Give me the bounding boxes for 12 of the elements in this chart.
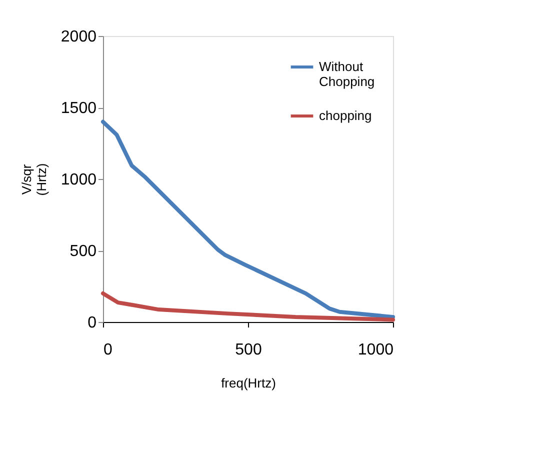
- y-tick-label: 1000: [60, 172, 97, 188]
- legend-label: chopping: [319, 108, 372, 123]
- y-axis-title: V/sqr (Hrtz): [18, 163, 49, 196]
- x-tick-label: 0: [104, 342, 112, 358]
- legend-label: Without Chopping: [319, 59, 375, 89]
- y-tick-label: 0: [88, 314, 97, 332]
- y-tick-label: 1500: [60, 100, 97, 117]
- x-axis-title: freq(Hrtz): [221, 376, 276, 390]
- y-tick-label: 500: [70, 243, 97, 260]
- x-tick-label: 1000: [358, 342, 394, 358]
- x-tick-label: 500: [235, 342, 262, 358]
- y-tick-label: 2000: [60, 28, 97, 46]
